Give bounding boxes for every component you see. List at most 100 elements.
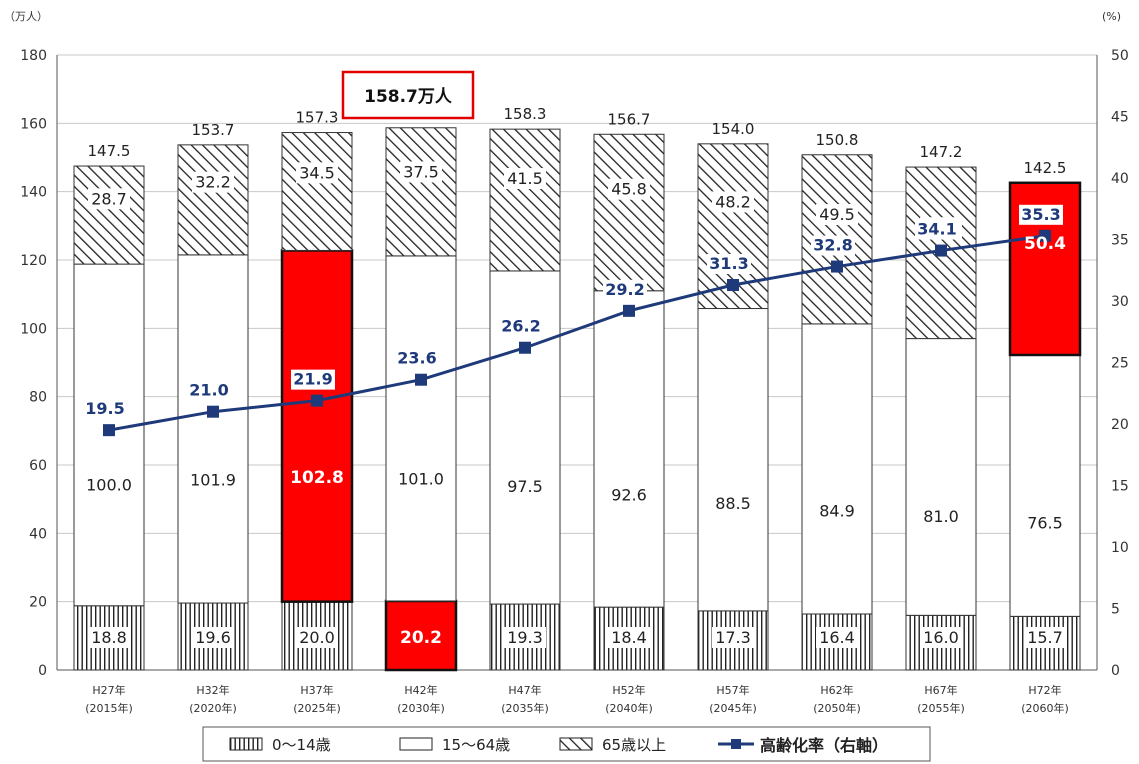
total-label: 153.7: [192, 121, 235, 139]
bar-segment: [281, 132, 353, 251]
segment-label-bg: [608, 178, 650, 200]
aging-rate-label: 31.3: [709, 254, 748, 273]
aging-rate-label-bg: [395, 348, 439, 369]
x-tick-label-year: H32年: [196, 683, 229, 697]
segment-label-bg: [187, 469, 239, 491]
segment-label: 20.2: [400, 628, 442, 648]
aging-rate-marker: [103, 424, 115, 437]
total-label: 147.2: [920, 143, 963, 161]
segment-label-bg: [400, 161, 442, 183]
x-tick-label-year: H62年: [820, 683, 853, 697]
segment-label: 18.4: [611, 628, 647, 647]
left-tick-label: 180: [20, 48, 47, 64]
right-tick-label: 45: [1111, 110, 1129, 126]
segment-label-bg: [712, 493, 754, 515]
bar-segment: [73, 165, 145, 265]
segment-label: 16.4: [819, 628, 855, 647]
legend-label-aging-rate: 高齢化率（右軸）: [760, 736, 888, 755]
x-tick-label-year: H42年: [404, 683, 437, 697]
bar-segment: [489, 128, 561, 272]
aging-rate-label-bg: [603, 279, 647, 300]
right-tick-label: 30: [1111, 294, 1129, 310]
segment-label: 81.0: [923, 507, 959, 526]
right-tick-label: 40: [1111, 171, 1129, 187]
aging-rate-marker: [207, 405, 219, 418]
segment-label: 97.5: [507, 477, 543, 496]
segment-label: 17.3: [715, 628, 751, 647]
left-tick-label: 140: [20, 185, 47, 201]
legend-label-15-64: 15～64歳: [442, 736, 510, 754]
total-label: 150.8: [816, 131, 859, 149]
segment-label-bg: [296, 162, 338, 184]
segment-label-bg: [608, 627, 650, 648]
right-tick-label: 5: [1111, 602, 1120, 618]
segment-label-bg: [88, 627, 130, 648]
x-tick-label-year: H57年: [716, 683, 749, 697]
aging-rate-marker: [519, 341, 531, 354]
right-axis-unit: (%): [1102, 10, 1121, 23]
segment-label: 100.0: [86, 476, 132, 495]
segment-label: 92.6: [611, 486, 647, 505]
callout-box: [341, 70, 475, 120]
legend-label-65-plus: 65歳以上: [602, 736, 666, 754]
segment-label-bg: [712, 191, 754, 213]
legend-swatch-0-14: [229, 737, 263, 751]
segment-label-bg: [296, 627, 338, 648]
left-tick-label: 80: [29, 390, 47, 406]
legend-line-marker: [731, 739, 741, 749]
left-tick-label: 20: [29, 595, 47, 611]
aging-rate-label-bg: [915, 219, 959, 240]
segment-label: 18.8: [91, 628, 127, 647]
bar-segment: [281, 601, 353, 671]
segment-label-bg: [712, 627, 754, 648]
right-tick-label: 10: [1111, 540, 1129, 556]
segment-label-bg: [192, 627, 234, 648]
aging-rate-label-bg: [811, 235, 855, 256]
segment-label: 37.5: [403, 162, 439, 181]
right-tick-label: 20: [1111, 417, 1129, 433]
segment-label-bg: [1024, 627, 1066, 648]
segment-label-bg: [920, 627, 962, 648]
aging-rate-marker: [415, 373, 427, 386]
aging-rate-label: 29.2: [605, 280, 644, 299]
segment-label: 101.0: [398, 470, 444, 489]
segment-label: 50.4: [1024, 234, 1066, 254]
x-tick-label-western: (2015年): [85, 701, 133, 715]
segment-label: 15.7: [1027, 628, 1063, 647]
x-tick-label-western: (2035年): [501, 701, 549, 715]
bar-segment: [593, 133, 665, 292]
x-tick-label-western: (2025年): [293, 701, 341, 715]
segment-label: 48.2: [715, 192, 751, 211]
legend: 0～14歳 15～64歳 65歳以上 高齢化率（右軸）: [202, 726, 931, 762]
x-tick-label-western: (2030年): [397, 701, 445, 715]
x-tick-label-western: (2045年): [709, 701, 757, 715]
bar-segment: [385, 127, 457, 257]
segment-label-bg: [192, 171, 234, 193]
segment-label: 19.3: [507, 628, 543, 647]
segment-label: 49.5: [819, 205, 855, 224]
bar-segment: [905, 338, 977, 616]
segment-label: 84.9: [819, 501, 855, 520]
x-tick-label-year: H72年: [1028, 683, 1061, 697]
x-tick-label-western: (2060年): [1021, 701, 1069, 715]
aging-rate-marker: [935, 244, 947, 257]
axes: 0 20 40 60 80 100 120 140 160 180 0 5 10 15 20 25 30 35 40…: [20, 48, 1129, 679]
aging-rate-label: 19.5: [85, 399, 124, 418]
x-tick-label-western: (2040年): [605, 701, 653, 715]
total-label: 158.3: [504, 105, 547, 123]
aging-rate-marker: [831, 260, 843, 273]
segment-label-bg: [395, 468, 447, 490]
aging-rate-label-bg: [499, 316, 543, 337]
left-tick-label: 60: [29, 458, 47, 474]
segment-label: 101.9: [190, 471, 236, 490]
x-tick-label-year: H37年: [300, 683, 333, 697]
data-labels: 18.8 100.0 28.7 147.5 H27年 (2015年) 19.6 101.9 32…: [83, 105, 1069, 715]
bar-segment: [697, 308, 769, 612]
aging-rate-label: 35.3: [1021, 205, 1060, 224]
aging-rate-label-bg: [707, 254, 751, 275]
aging-rate-marker: [727, 279, 739, 292]
segment-label-bg: [816, 500, 858, 522]
right-tick-label: 35: [1111, 233, 1129, 249]
segment-label-bg: [608, 484, 650, 506]
